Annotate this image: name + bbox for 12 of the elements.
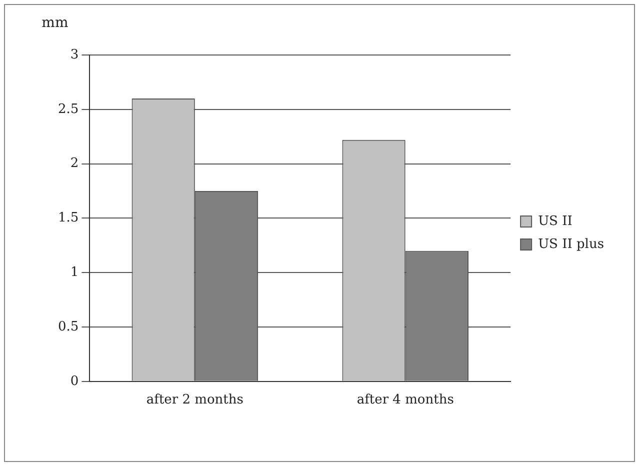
y-tick-label: 2.5 xyxy=(58,102,79,117)
y-tick-label: 2 xyxy=(70,156,79,172)
legend-label: US II xyxy=(538,214,572,229)
y-axis-title: mm xyxy=(42,15,68,31)
y-tick-label: 1.5 xyxy=(58,210,79,226)
y-tick-label: 1 xyxy=(70,264,79,280)
x-tick-label: after 2 months xyxy=(146,392,244,408)
y-tick-label: 0 xyxy=(70,374,79,389)
x-tick-label: after 4 months xyxy=(356,392,454,408)
y-tick-label: 0.5 xyxy=(58,319,79,334)
legend-label: US II plus xyxy=(538,236,604,252)
y-tick-label: 3 xyxy=(70,47,79,62)
